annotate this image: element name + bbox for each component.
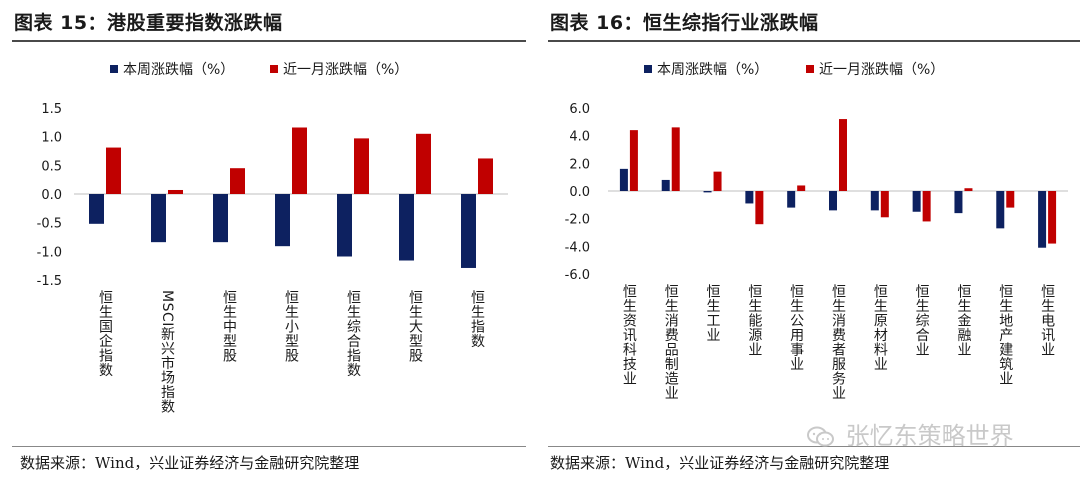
- bar-weekly: [954, 191, 963, 214]
- bar-weekly: [619, 168, 628, 191]
- right-figure-panel: 图表 16：恒生综指行业涨跌幅 本周涨跌幅（%） 近一月涨跌幅（%） -6.0 -4.…: [546, 0, 1080, 482]
- y-tick-label: 0.0: [569, 185, 590, 200]
- bar-monthly: [839, 119, 847, 191]
- left-source-note: 数据来源：Wind，兴业证券经济与金融研究院整理: [20, 454, 360, 472]
- bar-monthly: [755, 191, 764, 225]
- category-label: 恒生电讯业: [1039, 284, 1056, 357]
- legend-swatch-monthly: [270, 65, 278, 73]
- category-label: 恒生工业: [704, 284, 721, 342]
- y-tick-label: 6.0: [569, 102, 590, 117]
- legend-label-weekly: 本周涨跌幅（%）: [657, 62, 768, 78]
- category-label: 恒生能源业: [746, 284, 763, 357]
- bar-weekly: [399, 194, 414, 261]
- bar-weekly: [912, 191, 921, 212]
- category-label: 恒生中型股: [221, 290, 237, 363]
- left-bar-chart: 本周涨跌幅（%） 近一月涨跌幅（%） -1.5 -1.0 -0.5 0.0 0.5 1.0 1.…: [37, 62, 508, 289]
- bar-monthly: [106, 147, 121, 194]
- bar-monthly: [671, 127, 680, 191]
- legend-label-monthly: 近一月涨跌幅（%）: [819, 62, 944, 78]
- bar-monthly: [922, 191, 931, 222]
- category-label: 恒生指数: [469, 290, 485, 348]
- bar-monthly: [230, 168, 245, 194]
- y-tick-label: -2.0: [565, 213, 590, 228]
- right-bar-chart: 本周涨跌幅（%） 近一月涨跌幅（%） -6.0 -4.0 -2.0 0.0 2.0 4.0 6.…: [565, 62, 1068, 283]
- bar-monthly: [1048, 191, 1057, 244]
- right-source-rule: [548, 446, 1080, 447]
- bar-weekly: [870, 191, 879, 211]
- wechat-icon: [807, 426, 834, 447]
- bar-weekly: [1038, 191, 1047, 248]
- left-figure-panel: 图表 15：港股重要指数涨跌幅 本周涨跌幅（%） 近一月涨跌幅（%） -1.5 -1.…: [0, 0, 530, 482]
- bar-monthly: [797, 185, 806, 191]
- legend-label-monthly: 近一月涨跌幅（%）: [283, 62, 408, 78]
- y-tick-label: -1.0: [37, 245, 62, 260]
- watermark: 张忆东策略世界: [806, 416, 1014, 451]
- bar-weekly: [787, 191, 796, 208]
- category-label: 恒生资讯科技业: [620, 284, 637, 386]
- category-label: 恒生综合指数: [345, 290, 361, 377]
- y-tick-label: 1.0: [41, 131, 62, 146]
- category-label: 恒生综合业: [913, 284, 930, 357]
- bar-weekly: [745, 191, 754, 204]
- bar-weekly: [337, 194, 352, 257]
- y-tick-label: -0.5: [37, 217, 62, 232]
- legend-swatch-weekly: [110, 65, 118, 73]
- bar-weekly: [151, 194, 166, 243]
- y-tick-label: -6.0: [565, 268, 590, 283]
- bar-weekly: [661, 179, 670, 191]
- category-label: MSCI新兴市场指数: [159, 290, 175, 414]
- bar-monthly: [880, 191, 889, 218]
- bar-weekly: [213, 194, 228, 243]
- bar-monthly: [1006, 191, 1015, 208]
- legend-label-weekly: 本周涨跌幅（%）: [123, 62, 234, 78]
- category-label: 恒生金融业: [955, 284, 972, 357]
- bar-weekly: [996, 191, 1005, 229]
- right-figure-title: 图表 16：恒生综指行业涨跌幅: [550, 12, 819, 34]
- legend-swatch-monthly: [806, 65, 814, 73]
- y-tick-label: 0.5: [41, 159, 62, 174]
- bar-monthly: [354, 138, 369, 194]
- bar-weekly: [275, 194, 290, 247]
- left-title-rule: [12, 40, 526, 42]
- bar-monthly: [629, 130, 638, 191]
- category-label: 恒生原材料业: [871, 284, 888, 371]
- y-tick-label: -4.0: [565, 240, 590, 255]
- category-label: 恒生小型股: [283, 290, 299, 363]
- bar-monthly: [964, 188, 973, 191]
- left-figure-title: 图表 15：港股重要指数涨跌幅: [14, 12, 283, 34]
- bar-weekly: [829, 191, 837, 211]
- bar-monthly: [168, 189, 183, 194]
- right-title-rule: [548, 40, 1080, 42]
- y-tick-label: -1.5: [37, 274, 62, 289]
- left-source-rule: [12, 446, 526, 447]
- bar-monthly: [292, 127, 307, 194]
- watermark-text: 张忆东策略世界: [845, 422, 1014, 450]
- y-tick-label: 1.5: [41, 102, 62, 117]
- bar-monthly: [478, 158, 493, 194]
- category-label: 恒生消费者服务业: [830, 284, 846, 400]
- y-tick-label: 0.0: [41, 188, 62, 203]
- category-label: 恒生地产建筑业: [997, 284, 1014, 386]
- right-source-note: 数据来源：Wind，兴业证券经济与金融研究院整理: [550, 454, 890, 472]
- bar-monthly: [416, 133, 431, 194]
- category-label: 恒生公用事业: [788, 284, 805, 371]
- bar-weekly: [461, 194, 476, 268]
- bar-monthly: [713, 171, 722, 191]
- category-label: 恒生消费品制造业: [662, 284, 679, 400]
- bar-weekly: [703, 191, 712, 193]
- legend-swatch-weekly: [644, 65, 652, 73]
- y-tick-label: 4.0: [569, 130, 590, 145]
- category-label: 恒生国企指数: [97, 290, 113, 377]
- category-label: 恒生大型股: [407, 290, 423, 363]
- bar-weekly: [89, 194, 104, 224]
- y-tick-label: 2.0: [569, 157, 590, 172]
